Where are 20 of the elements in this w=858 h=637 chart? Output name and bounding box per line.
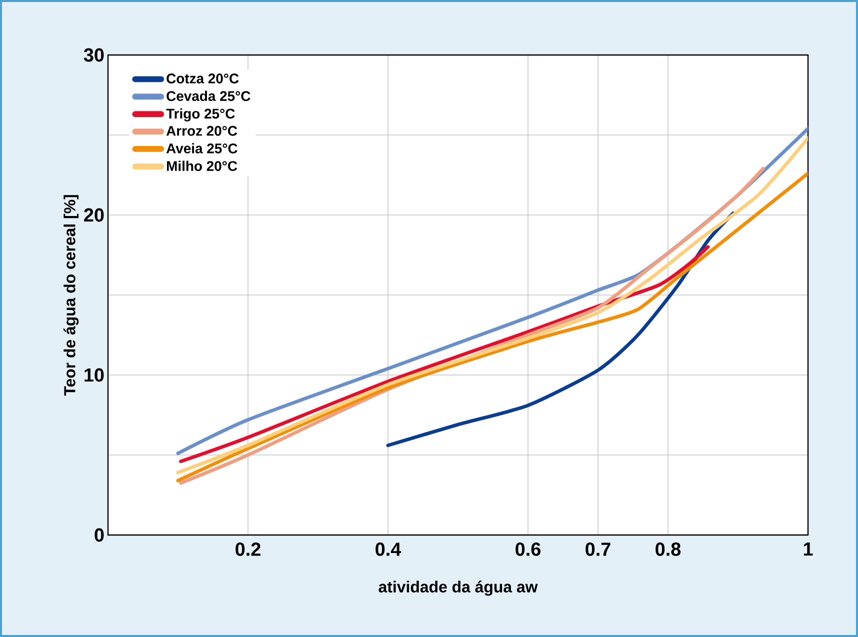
legend-label: Trigo 25°C — [166, 108, 235, 122]
legend-label: Milho 20°C — [167, 160, 238, 171]
legend-label: Arroz 20°C — [166, 126, 238, 136]
x-tick-label: 0.8 — [656, 542, 681, 556]
line-series — [179, 245, 710, 464]
legend-label: Aveia 25°C — [166, 143, 238, 154]
y-tick-label: 30 — [84, 48, 104, 62]
x-tick-label: 0.4 — [376, 542, 402, 556]
x-tick-label: 1 — [804, 542, 813, 556]
y-axis-title: Teor de água do cereal [%] — [64, 195, 79, 396]
x-axis-title: atividade da água aw — [378, 580, 538, 596]
x-tick-label: 0.6 — [516, 542, 540, 556]
y-tick-label: 20 — [84, 208, 104, 222]
legend-label: Cotza 20°C — [166, 74, 239, 84]
legend-label: Cevada 25°C — [166, 90, 250, 102]
y-tick-label: 10 — [84, 368, 104, 382]
x-tick-label: 0.2 — [236, 542, 260, 556]
line-series — [386, 212, 735, 448]
y-tick-label: 0 — [94, 528, 104, 542]
x-tick-label: 0.7 — [586, 542, 610, 556]
